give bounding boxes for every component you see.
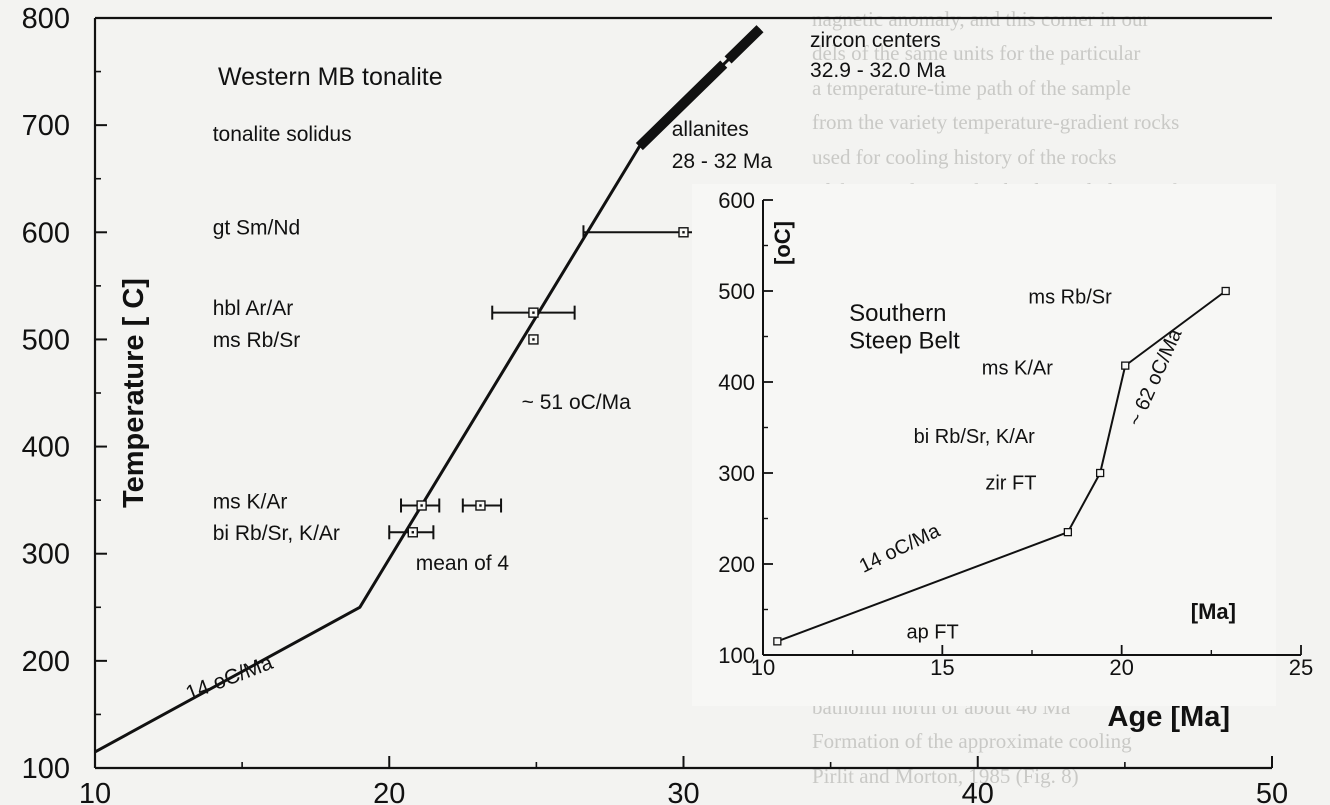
- inset-y-tick-label: 500: [718, 279, 755, 304]
- background-text-line: Formation of the approximate cooling: [812, 729, 1132, 754]
- y-tick-label: 200: [22, 646, 70, 678]
- inset-y-tick-label: 400: [718, 370, 755, 395]
- inset-annotation-label: ms K/Ar: [982, 358, 1053, 380]
- background-text-line: dels of the same units for the particula…: [812, 41, 1141, 66]
- zircon-allanite-bold-segment: [635, 25, 764, 151]
- annotation-label: 14 oC/Ma: [183, 651, 277, 705]
- inset-y-tick-label: 100: [718, 643, 755, 668]
- annotation-label: zircon centers: [810, 29, 941, 52]
- background-text-line: used for cooling history of the rocks: [812, 144, 1117, 169]
- inset-annotation-label: bi Rb/Sr, K/Ar: [914, 426, 1035, 448]
- annotation-label: ~ 51 oC/Ma: [522, 391, 631, 414]
- y-tick-label: 300: [22, 539, 70, 571]
- data-point-center: [479, 504, 482, 507]
- y-tick-label: 600: [22, 217, 70, 249]
- annotation-label: allanites: [672, 118, 749, 141]
- annotation-label: gt Sm/Nd: [213, 216, 301, 239]
- data-point-center: [682, 231, 685, 234]
- annotation-label: mean of 4: [416, 552, 510, 575]
- y-tick-label: 800: [22, 3, 70, 35]
- x-tick-label: 30: [667, 778, 699, 805]
- inset-x-axis-label: [Ma]: [1191, 599, 1236, 624]
- inset-data-point: [773, 637, 782, 646]
- inset-title: Steep Belt: [849, 327, 960, 354]
- cooling-path-line: [94, 27, 762, 754]
- inset-annotation-label: ap FT: [906, 622, 958, 644]
- data-point-center: [532, 311, 535, 314]
- y-tick-label: 500: [22, 324, 70, 356]
- x-tick-label: 10: [79, 778, 111, 805]
- background-text-line: a temperature-time path of the sample: [812, 75, 1131, 100]
- background-text-line: from the variety temperature-gradient ro…: [812, 110, 1180, 135]
- y-tick-label: 400: [22, 432, 70, 464]
- inset-x-tick-label: 10: [751, 655, 775, 680]
- inset-y-axis-label: [oC]: [770, 221, 795, 265]
- inset-data-point: [1121, 361, 1130, 370]
- y-axis-label: Temperature [ C]: [118, 278, 150, 508]
- x-axis-label: Age [Ma]: [1108, 701, 1230, 733]
- annotation-label: ms Rb/Sr: [213, 329, 301, 352]
- y-tick-label: 100: [22, 753, 70, 785]
- inset-data-point: [1221, 286, 1230, 296]
- inset-y-tick-label: 600: [718, 188, 755, 213]
- inset-y-tick-label: 200: [718, 552, 755, 577]
- x-tick-label: 40: [962, 778, 994, 805]
- data-point-center: [411, 531, 414, 534]
- annotation-label: tonalite solidus: [213, 123, 352, 146]
- x-tick-label: 20: [373, 778, 405, 805]
- x-tick-label: 50: [1256, 778, 1288, 805]
- chart-title: Western MB tonalite: [218, 63, 443, 91]
- annotation-label: ms K/Ar: [213, 491, 288, 514]
- annotation-label: 28 - 32 Ma: [672, 150, 773, 173]
- data-point-center: [532, 338, 535, 341]
- inset-data-point: [1063, 528, 1073, 537]
- inset-y-tick-label: 300: [718, 461, 755, 486]
- inset-background: [692, 184, 1276, 706]
- inset-x-tick-label: 15: [930, 655, 954, 680]
- annotation-label: 32.9 - 32.0 Ma: [810, 59, 946, 82]
- inset-data-point: [1095, 468, 1105, 478]
- inset-annotation-label: zir FT: [985, 472, 1036, 494]
- data-point-center: [420, 504, 423, 507]
- inset-x-tick-label: 25: [1289, 655, 1313, 680]
- inset-x-tick-label: 20: [1109, 655, 1133, 680]
- annotation-label: bi Rb/Sr, K/Ar: [213, 522, 340, 545]
- y-tick-label: 700: [22, 110, 70, 142]
- inset-annotation-label: ms Rb/Sr: [1028, 287, 1112, 309]
- annotation-label: hbl Ar/Ar: [213, 297, 294, 320]
- inset-title: Southern: [849, 300, 946, 327]
